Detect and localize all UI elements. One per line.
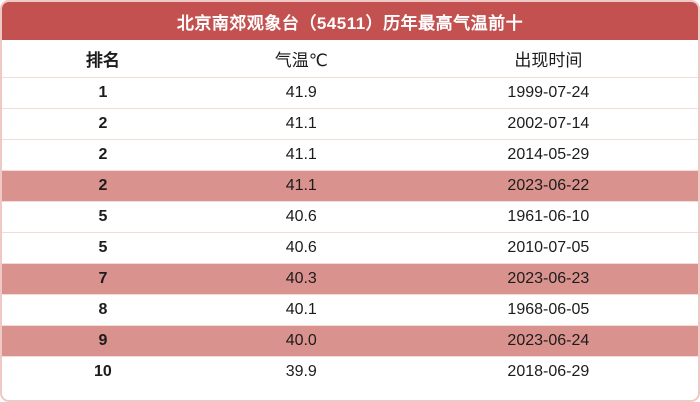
temperature-cell: 40.3	[285, 269, 317, 287]
temperature-cell: 40.6	[285, 238, 317, 256]
date-cell: 2014-05-29	[507, 145, 590, 163]
date-cell: 1961-06-10	[507, 207, 590, 225]
table-row: 1 41.9 1999-07-24	[2, 77, 698, 108]
table-row: 10 39.9 2018-06-29	[2, 356, 698, 387]
date-cell: 2023-06-23	[507, 269, 590, 287]
date-cell: 1968-06-05	[507, 300, 590, 318]
col-header-rank: 排名	[85, 50, 120, 70]
rank-cell: 2	[98, 114, 108, 132]
date-cell: 2018-06-29	[507, 362, 590, 380]
temperature-cell: 40.0	[285, 331, 317, 349]
table-row: 5 40.6 1961-06-10	[2, 201, 698, 232]
table-row: 7 40.3 2023-06-23	[2, 263, 698, 294]
temperature-cell: 41.1	[285, 145, 317, 163]
temperature-cell: 40.6	[285, 207, 317, 225]
rank-cell: 8	[98, 300, 108, 318]
table-header: 排名 气温℃ 出现时间	[2, 40, 698, 77]
date-cell: 2010-07-05	[507, 238, 590, 256]
table-row: 2 41.1 2023-06-22	[2, 170, 698, 201]
col-header-date: 出现时间	[514, 50, 583, 70]
date-cell: 2002-07-14	[507, 114, 590, 132]
date-cell: 1999-07-24	[507, 83, 590, 101]
rank-cell: 10	[94, 362, 112, 380]
rank-cell: 2	[98, 145, 108, 163]
rank-cell: 2	[98, 176, 108, 194]
rank-cell: 5	[98, 238, 108, 256]
rank-cell: 7	[98, 269, 108, 287]
col-header-temperature: 气温℃	[274, 50, 328, 70]
table-row: 9 40.0 2023-06-24	[2, 325, 698, 356]
table-row: 8 40.1 1968-06-05	[2, 294, 698, 325]
temperature-cell: 41.9	[285, 83, 317, 101]
temperature-cell: 41.1	[285, 176, 317, 194]
rank-cell: 9	[98, 331, 108, 349]
header-row: 排名 气温℃ 出现时间	[2, 40, 698, 77]
table-row: 2 41.1 2002-07-14	[2, 108, 698, 139]
table-title: 北京南郊观象台（54511）历年最高气温前十	[2, 2, 698, 40]
table-row: 5 40.6 2010-07-05	[2, 232, 698, 263]
date-cell: 2023-06-24	[507, 331, 590, 349]
rank-cell: 5	[98, 207, 108, 225]
temperature-table: 排名 气温℃ 出现时间 1 41.9 1999-07-24 2 41.1 2002-07-…	[2, 40, 698, 387]
temperature-cell: 41.1	[285, 114, 317, 132]
rank-cell: 1	[98, 83, 108, 101]
table-row: 2 41.1 2014-05-29	[2, 139, 698, 170]
date-cell: 2023-06-22	[507, 176, 590, 194]
temperature-cell: 39.9	[285, 362, 317, 380]
temperature-cell: 40.1	[285, 300, 317, 318]
table-body: 1 41.9 1999-07-24 2 41.1 2002-07-14 2 41.1 2014-…	[2, 77, 698, 387]
